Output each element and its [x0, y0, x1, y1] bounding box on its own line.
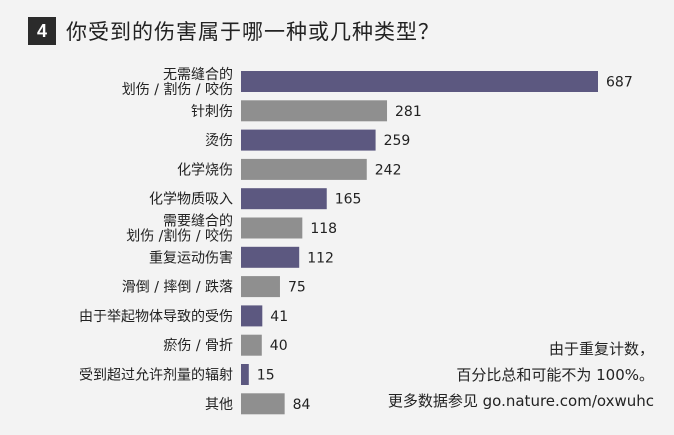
- bar-0: [241, 71, 598, 92]
- category-label-2: 烫伤: [205, 133, 233, 149]
- bar-10: [241, 364, 249, 385]
- category-label-0-line-1: 划伤 / 割伤 / 咬伤: [122, 81, 233, 98]
- category-label-1: 针刺伤: [191, 104, 233, 120]
- bar-8: [241, 305, 263, 327]
- question-number-badge: 4: [28, 17, 56, 45]
- category-label-5-line-0: 需要缝合的: [163, 214, 233, 230]
- bar-6: [241, 246, 300, 268]
- footnote-line-3: 更多数据参见 go.nature.com/oxwuhc: [387, 392, 654, 410]
- bar-value-label-2: 259: [384, 133, 411, 149]
- category-label-8: 由于举起物体导致的受伤: [79, 309, 233, 325]
- bar-5: [241, 217, 303, 239]
- bar-value-label-5: 118: [310, 221, 337, 237]
- category-label-7: 滑倒 / 摔倒 / 跌落: [122, 279, 233, 296]
- bar-11: [241, 393, 285, 415]
- bar-4: [241, 188, 327, 210]
- bar-2: [241, 129, 376, 151]
- bar-value-label-4: 165: [335, 192, 362, 208]
- chart-title: 你受到的伤害属于哪一种或几种类型？: [66, 20, 440, 44]
- bar-value-label-0: 687: [606, 75, 633, 91]
- bar-value-label-6: 112: [307, 250, 334, 266]
- bar-value-label-8: 41: [270, 309, 288, 325]
- footnote-line-2: 百分比总和可能不为 100%。: [456, 366, 654, 384]
- chart-header: 4 你受到的伤害属于哪一种或几种类型？: [28, 14, 440, 48]
- bar-9: [241, 334, 262, 356]
- bar-value-label-3: 242: [375, 162, 402, 178]
- category-label-10: 受到超过允许剂量的辐射: [79, 368, 233, 384]
- chart-footnote: 由于重复计数， 百分比总和可能不为 100%。 更多数据参见 go.nature…: [334, 336, 654, 414]
- bar-1: [241, 100, 388, 122]
- category-label-5-line-1: 划伤 /割伤 / 咬伤: [126, 228, 233, 245]
- category-label-11: 其他: [205, 397, 233, 413]
- category-label-3: 化学烧伤: [177, 162, 233, 178]
- bar-value-label-11: 84: [293, 397, 311, 413]
- footnote-line-1: 由于重复计数，: [548, 340, 654, 358]
- category-label-6: 重复运动伤害: [149, 249, 233, 266]
- category-label-9: 瘀伤 / 骨折: [163, 337, 233, 354]
- bar-value-label-7: 75: [288, 280, 306, 296]
- category-label-4: 化学物质吸入: [149, 192, 233, 208]
- bar-value-label-1: 281: [395, 104, 422, 120]
- bar-7: [241, 276, 280, 298]
- bar-value-label-10: 15: [257, 368, 275, 384]
- bar-3: [241, 158, 367, 180]
- bar-value-label-9: 40: [270, 338, 288, 354]
- category-label-0-line-0: 无需缝合的: [163, 67, 233, 83]
